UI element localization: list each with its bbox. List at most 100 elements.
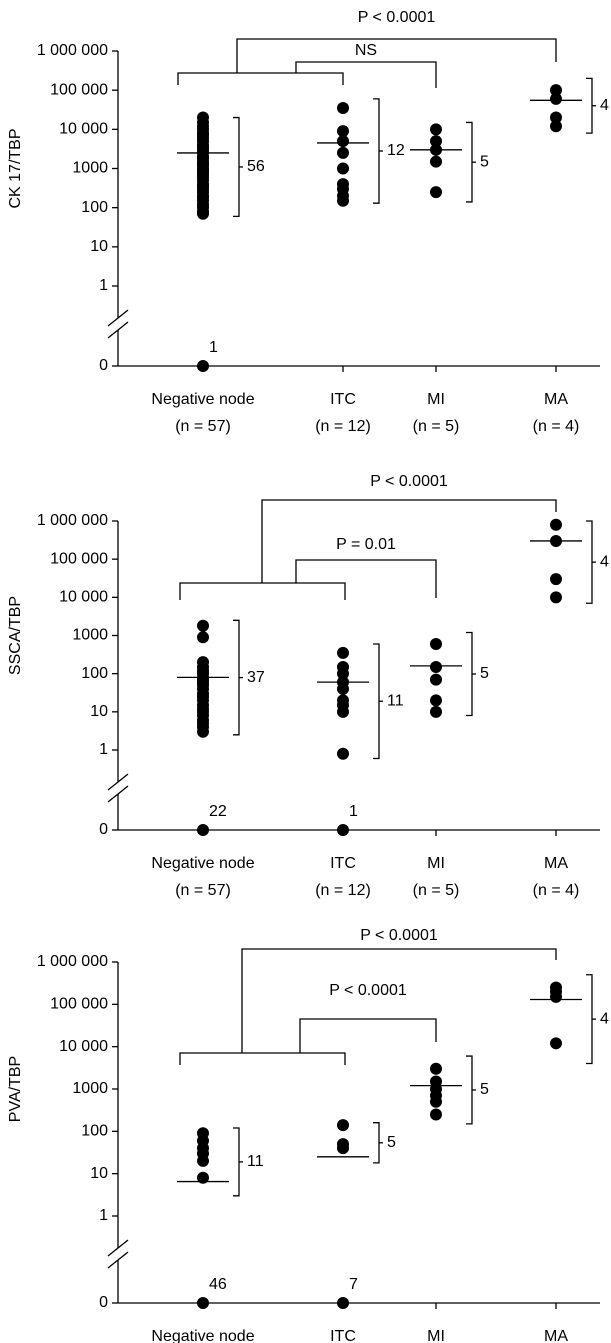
range-bracket (586, 974, 593, 1065)
data-point (550, 518, 562, 531)
y-axis-label: PVA/TBP (7, 1056, 24, 1122)
y-tick-label: 100 (81, 1123, 108, 1140)
data-point (550, 84, 562, 97)
count-label: 37 (247, 669, 265, 686)
data-point (550, 591, 562, 604)
data-point (430, 1095, 442, 1108)
x-tick-label: MI (427, 1328, 445, 1343)
y-tick-label: 1 (99, 741, 108, 758)
y-tick-label: 100 (81, 199, 108, 216)
comparison-bracket (295, 61, 437, 88)
data-point (430, 135, 442, 148)
data-point (550, 1037, 562, 1050)
y-tick-label: 0 (99, 1294, 108, 1311)
data-point (197, 824, 209, 836)
y-tick-label: 1000 (72, 1080, 108, 1097)
data-point (430, 673, 442, 686)
y-tick-label: 1 (99, 277, 108, 294)
x-tick-label: MI (427, 391, 445, 408)
x-tick-sublabel: (n = 4) (533, 418, 580, 435)
data-point (430, 155, 442, 168)
y-axis-label: CK 17/TBP (7, 128, 24, 208)
data-point (197, 631, 209, 644)
data-point (337, 1297, 349, 1309)
data-point (550, 111, 562, 124)
count-label: 5 (480, 1081, 489, 1098)
count-label: 5 (387, 1134, 396, 1151)
y-tick-label: 10 000 (59, 1038, 108, 1055)
data-point (337, 705, 349, 718)
comparison-bracket (236, 38, 557, 73)
data-point (337, 824, 349, 836)
data-point (337, 162, 349, 175)
data-point (197, 1154, 209, 1167)
y-tick-label: 10 000 (59, 121, 108, 138)
y-tick-label: 1 000 000 (37, 42, 108, 59)
x-tick-label: Negative node (151, 855, 254, 872)
count-label: 12 (387, 142, 405, 159)
data-point (337, 1142, 349, 1155)
y-tick-label: 100 000 (50, 550, 108, 567)
x-tick-label: ITC (330, 391, 356, 408)
data-point (197, 1297, 209, 1309)
group-bracket (177, 72, 344, 85)
y-tick-label: 1000 (72, 160, 108, 177)
range-bracket (466, 121, 473, 203)
range-bracket (373, 1122, 380, 1164)
data-point (430, 637, 442, 650)
zero-count-label: 46 (209, 1276, 227, 1293)
data-point (197, 360, 209, 372)
count-label: 4 (600, 97, 609, 114)
data-point (337, 1119, 349, 1132)
x-tick-sublabel: (n = 4) (533, 882, 580, 899)
y-tick-label: 1 000 000 (37, 512, 108, 529)
axis-break (107, 785, 129, 803)
data-point (337, 125, 349, 138)
zero-count-label: 1 (209, 339, 218, 356)
comparison-bracket (299, 1018, 437, 1053)
range-bracket (466, 1055, 473, 1125)
data-point (337, 102, 349, 115)
count-label: 4 (600, 1010, 609, 1027)
data-point (337, 646, 349, 659)
x-tick-label: Negative node (151, 1328, 254, 1343)
data-point (337, 135, 349, 148)
group-bracket (179, 1052, 346, 1065)
x-tick-sublabel: (n = 57) (175, 882, 231, 899)
y-tick-label: 100 (81, 665, 108, 682)
data-point (337, 194, 349, 207)
y-tick-label: 10 000 (59, 589, 108, 606)
x-tick-label: Negative node (151, 391, 254, 408)
zero-count-label: 7 (349, 1276, 358, 1293)
x-tick-label: ITC (330, 855, 356, 872)
y-tick-label: 1 (99, 1207, 108, 1224)
x-tick-sublabel: (n = 57) (175, 418, 231, 435)
data-point (337, 667, 349, 680)
x-tick-sublabel: (n = 12) (315, 882, 371, 899)
y-tick-label: 0 (99, 821, 108, 838)
data-point (550, 573, 562, 586)
data-point (337, 146, 349, 159)
count-label: 5 (480, 153, 489, 170)
count-label: 5 (480, 665, 489, 682)
count-label: 4 (600, 553, 609, 570)
y-tick-label: 10 (90, 703, 108, 720)
y-tick-label: 1 000 000 (37, 953, 108, 970)
y-tick-label: 1000 (72, 627, 108, 644)
x-tick-label: MI (427, 855, 445, 872)
data-point (430, 1108, 442, 1121)
data-point (197, 725, 209, 738)
group-bracket (179, 582, 346, 600)
data-point (430, 1062, 442, 1075)
y-axis-label: SSCA/TBP (7, 596, 24, 675)
x-tick-label: MA (544, 855, 568, 872)
data-point (337, 747, 349, 760)
data-point (550, 990, 562, 1003)
y-tick-label: 0 (99, 357, 108, 374)
range-bracket (586, 77, 593, 134)
range-bracket (586, 520, 593, 604)
x-tick-sublabel: (n = 5) (413, 418, 460, 435)
range-bracket (233, 116, 240, 218)
comparison-label: P < 0.0001 (358, 9, 436, 26)
axis-break (107, 321, 129, 339)
